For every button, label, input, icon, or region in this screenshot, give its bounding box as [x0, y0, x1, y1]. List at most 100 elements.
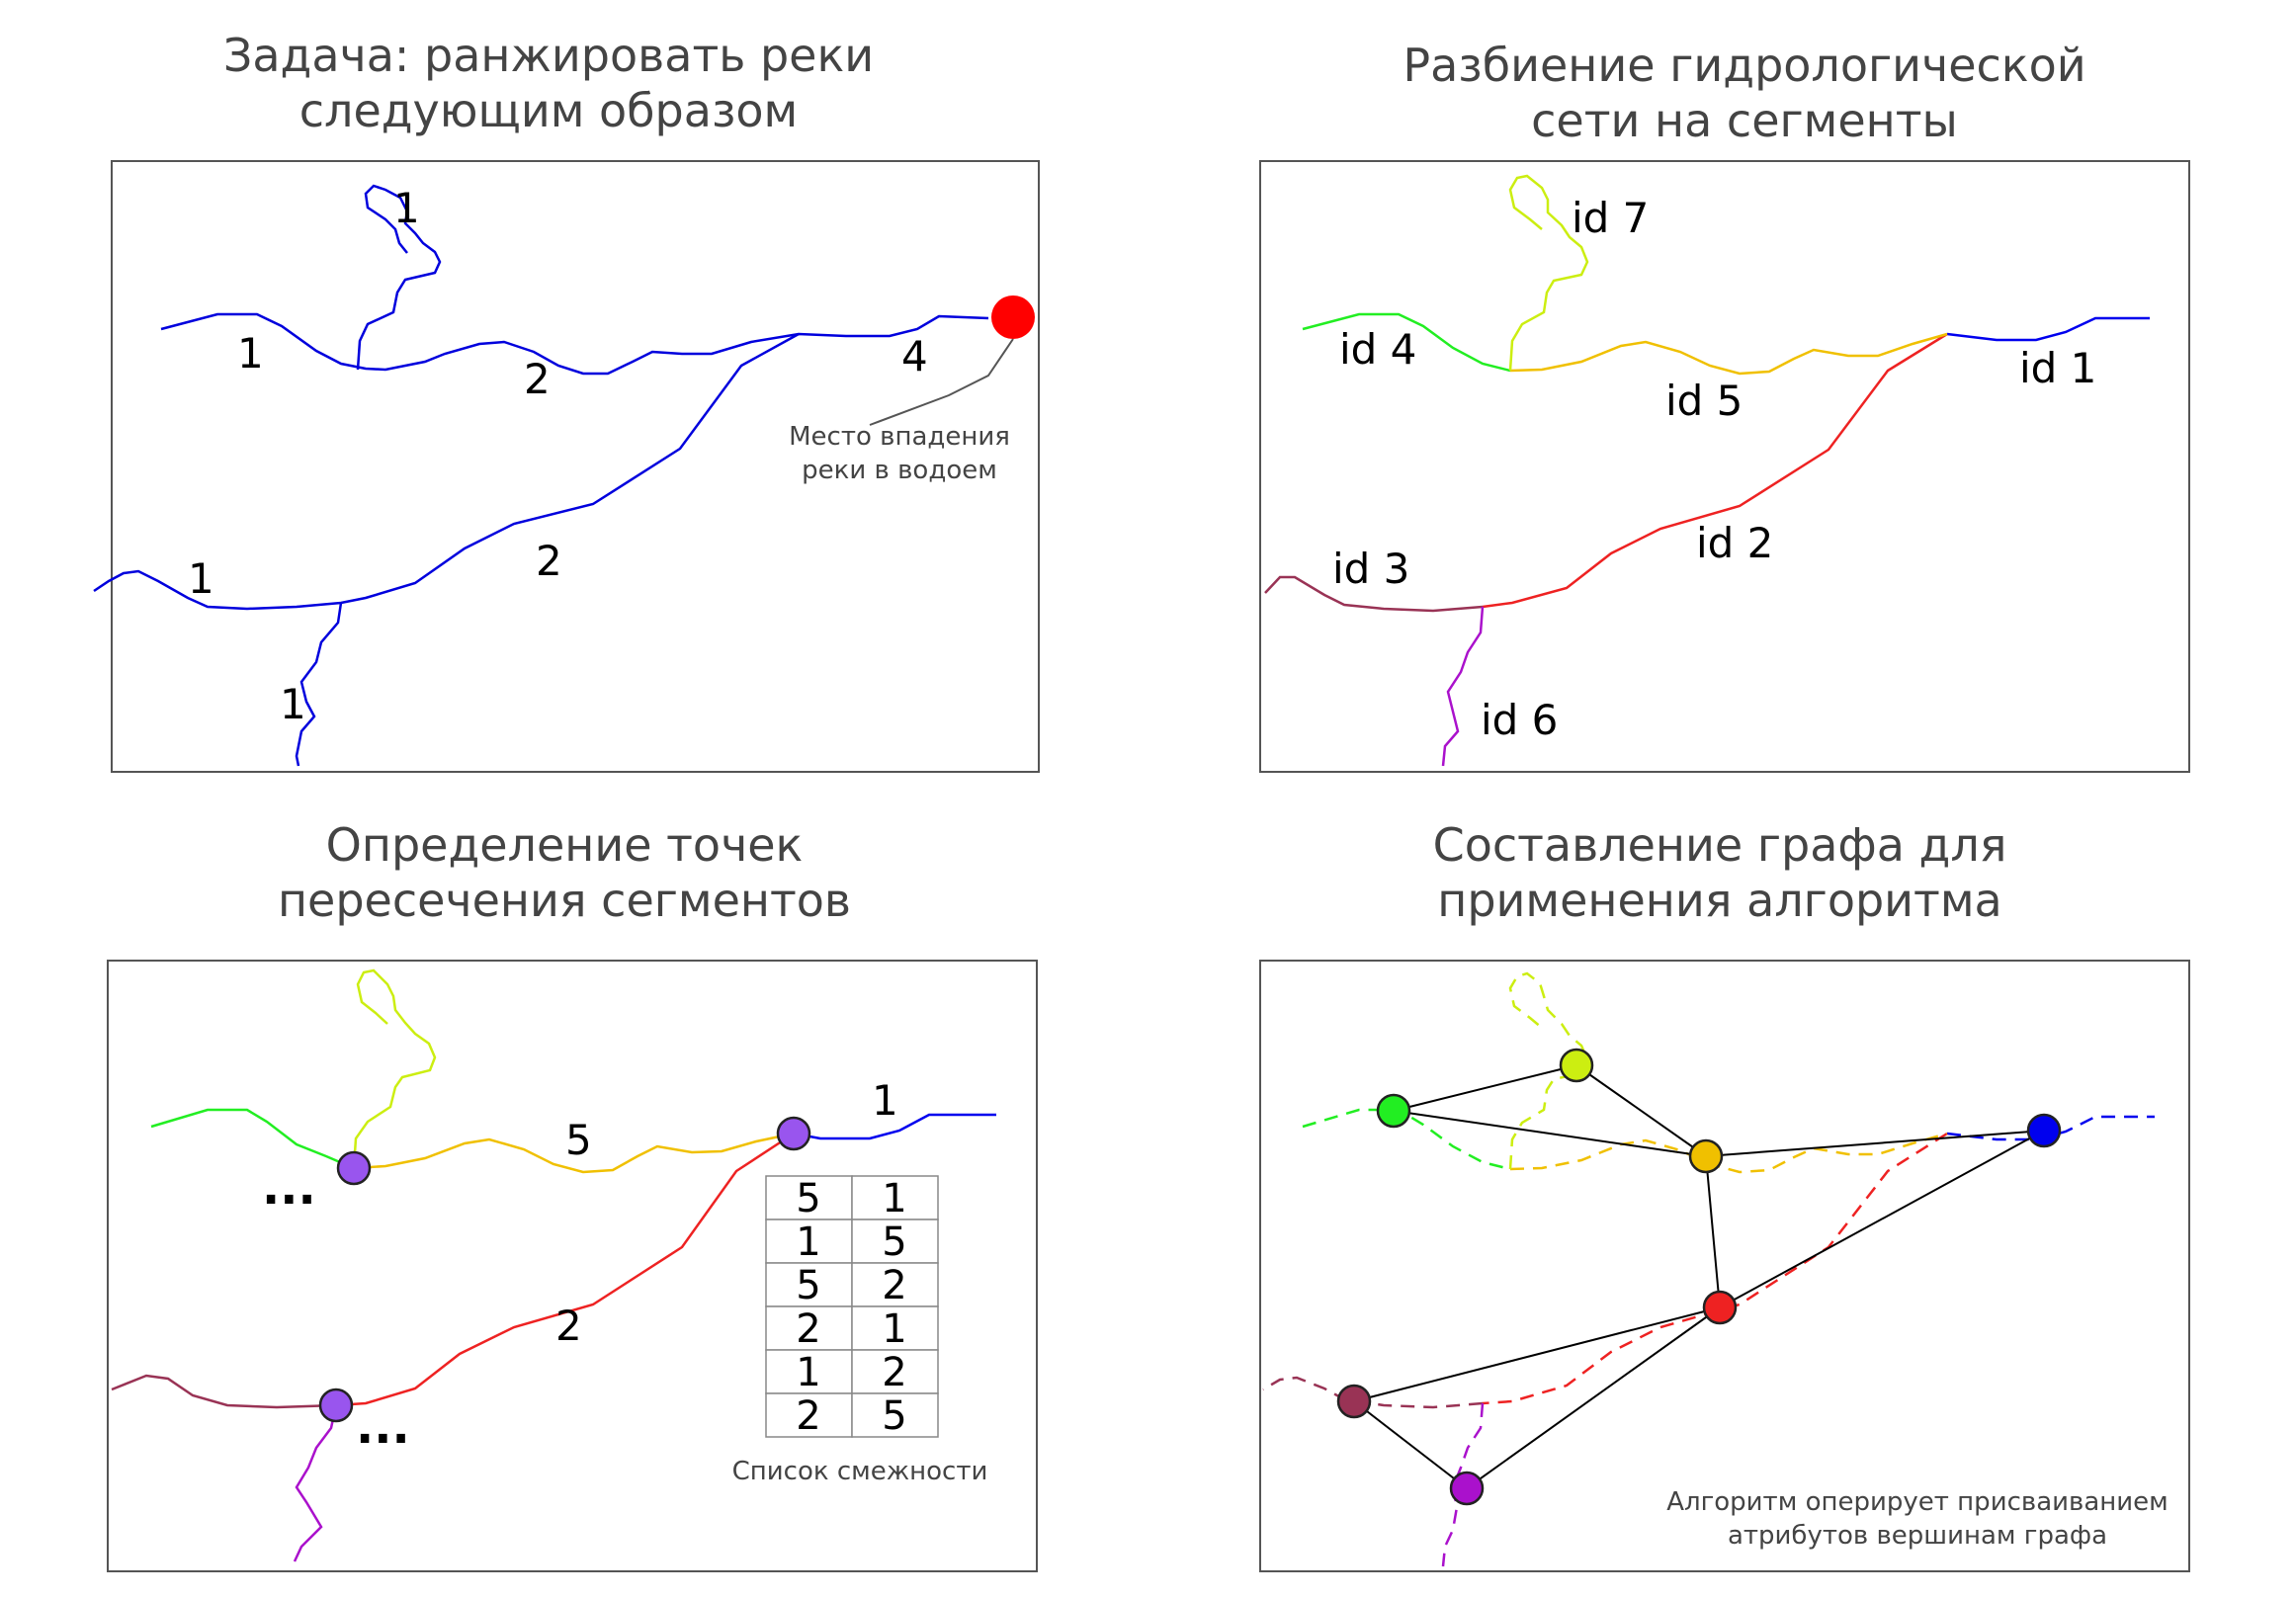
graph-vertex-id1 — [2026, 1113, 2062, 1148]
segment-6 — [293, 1404, 338, 1562]
segment-network — [1264, 174, 2150, 767]
rank-label: 1 — [393, 184, 420, 232]
dashed-segment-2 — [1482, 1132, 1948, 1405]
dashed-segment-6 — [1441, 1402, 1485, 1567]
graph-vertex-id4 — [1376, 1093, 1411, 1129]
table-cell — [851, 1392, 939, 1438]
table-cell-value: 2 — [882, 1263, 906, 1308]
panel-graph: Составление графа для применения алгорит… — [1259, 818, 2190, 1572]
segment-label: id 7 — [1572, 194, 1649, 242]
panel-task: Задача: ранжировать реки следующим образ… — [93, 29, 1040, 773]
dashed-segment-4 — [1302, 1108, 1511, 1171]
segment-id1 — [1946, 316, 2150, 342]
table-cell-value: 1 — [882, 1176, 906, 1221]
mouth-note-line1: Место впадения — [789, 422, 1010, 452]
dashed-segment-network — [1262, 971, 2155, 1567]
river-main — [160, 312, 989, 376]
mouth-point — [991, 295, 1035, 339]
junction-point — [318, 1388, 354, 1423]
dashed-segment-5 — [1509, 1132, 1948, 1174]
river-south-tributary — [295, 602, 343, 767]
table-cell-value: 5 — [796, 1176, 820, 1221]
table-cell-value: 1 — [796, 1350, 820, 1395]
table-cell — [765, 1219, 853, 1264]
segment-id4 — [1302, 312, 1511, 373]
dashed-segment-7 — [1508, 971, 1589, 1170]
table-cell — [765, 1262, 853, 1307]
segment-2 — [335, 1132, 795, 1407]
table-cell-value: 2 — [796, 1306, 820, 1352]
graph-vertex-id6 — [1449, 1471, 1485, 1506]
segment-id7 — [1508, 174, 1589, 372]
rank-label: 1 — [280, 680, 306, 728]
mouth-note-line2: реки в водоем — [802, 456, 997, 485]
junction-point — [336, 1150, 372, 1186]
table-cell — [851, 1349, 939, 1394]
panel-segmentation-frame — [1259, 160, 2190, 773]
adjacency-table: 5 1 1 5 5 2 2 1 1 2 2 5 — [765, 1175, 939, 1439]
segment-label: 2 — [555, 1302, 582, 1350]
table-cell — [765, 1349, 853, 1394]
panel-task-title-line1: Задача: ранжировать реки — [223, 29, 874, 82]
rank-label: 2 — [524, 355, 551, 403]
dashed-segment-3 — [1262, 1376, 1484, 1409]
segment-5 — [353, 1132, 795, 1174]
segment-label: id 5 — [1665, 377, 1743, 425]
table-cell-value: 5 — [882, 1220, 906, 1265]
table-cell-value: 1 — [882, 1306, 906, 1352]
panel-graph-frame — [1259, 960, 2190, 1572]
table-cell-value: 5 — [882, 1393, 906, 1439]
rank-label: 1 — [237, 329, 264, 378]
panel-task-title-line2: следующим образом — [299, 84, 799, 137]
segment-id5 — [1509, 332, 1948, 376]
panel-intersections: Определение точек пересечения сегментов … — [107, 818, 1038, 1572]
graph-vertex-id5 — [1688, 1138, 1724, 1174]
graph-edge — [1393, 1110, 1707, 1157]
segment-id3 — [1264, 575, 1484, 613]
graph-edge — [1393, 1064, 1577, 1112]
panel-segmentation-title-line2: сети на сегменты — [1531, 94, 1958, 147]
panel-graph-title-line1: Составление графа для — [1433, 818, 2007, 872]
segment-4 — [150, 1108, 355, 1170]
ellipsis: ... — [356, 1399, 410, 1455]
panel-intersections-title-line1: Определение точек — [326, 818, 804, 872]
river-north-tributary — [356, 184, 442, 371]
graph-edge — [1719, 1130, 2045, 1308]
segment-label: id 2 — [1696, 519, 1773, 567]
graph-edge — [1353, 1306, 1721, 1402]
junction-point — [776, 1116, 811, 1151]
table-cell-value: 5 — [796, 1263, 820, 1308]
segment-7 — [352, 968, 437, 1169]
segment-id6 — [1441, 606, 1485, 767]
panel-intersections-title-line2: пересечения сегментов — [278, 874, 851, 927]
river-network — [93, 184, 989, 767]
graph-edge — [1575, 1064, 1707, 1157]
graph-edge — [1705, 1130, 2045, 1157]
segment-label: 1 — [872, 1076, 898, 1125]
graph-edge — [1705, 1155, 1721, 1308]
ellipsis: ... — [262, 1160, 316, 1216]
graph-edge — [1466, 1306, 1721, 1489]
graph-edge — [1353, 1400, 1468, 1489]
table-caption: Список смежности — [732, 1457, 988, 1486]
segment-label: id 6 — [1481, 696, 1558, 744]
table-cell — [851, 1305, 939, 1351]
algorithm-note-line1: Алгоритм оперирует присваиванием — [1666, 1487, 2168, 1517]
rank-label: 1 — [188, 554, 214, 603]
table-cell-value: 2 — [796, 1393, 820, 1439]
rank-label: 2 — [536, 537, 562, 585]
graph-vertex-id7 — [1559, 1048, 1594, 1083]
segment-label: id 3 — [1332, 545, 1409, 593]
table-cell — [851, 1175, 939, 1220]
segment-id2 — [1482, 332, 1948, 609]
segment-label: 5 — [565, 1116, 592, 1164]
segment-network-colored — [111, 968, 996, 1562]
table-cell-value: 1 — [796, 1220, 820, 1265]
segment-3 — [111, 1374, 337, 1409]
river-south-branch — [93, 332, 800, 611]
segment-1 — [793, 1113, 996, 1140]
algorithm-note-line2: атрибутов вершинам графа — [1728, 1521, 2107, 1551]
graph-vertex-id3 — [1336, 1384, 1372, 1419]
graph-edges — [1353, 1064, 2045, 1489]
